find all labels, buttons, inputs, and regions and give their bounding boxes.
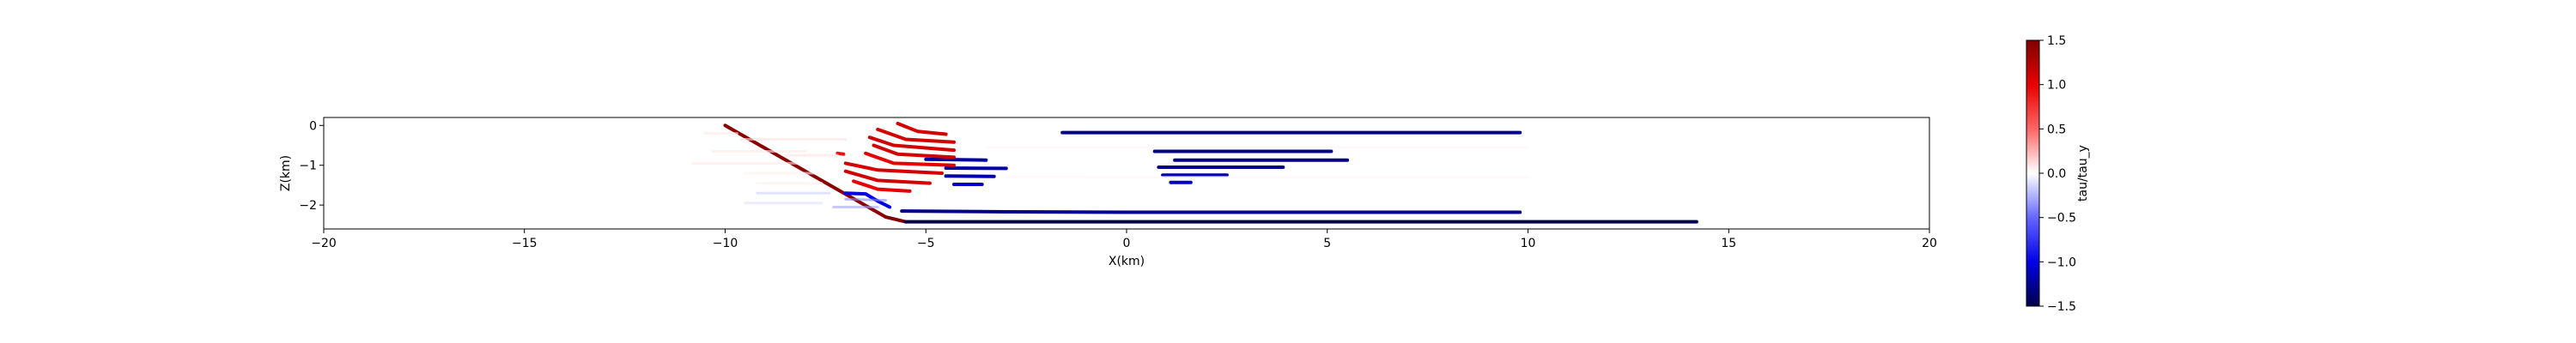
colorbar: 1.5 1.0 0.5 0.0 −0.5 −1.0 −1.5 tau/tau_y bbox=[2026, 34, 2090, 314]
x-tick-label: 5 bbox=[1323, 237, 1331, 250]
stress-trace bbox=[896, 122, 948, 136]
x-tick-label: −15 bbox=[512, 237, 538, 250]
stress-trace bbox=[900, 209, 1522, 214]
y-tick-label: −1 bbox=[299, 159, 317, 173]
plot-area: −20 −15 −10 −5 0 5 10 15 20 0 −1 −2 X(km) Z(km) bbox=[279, 117, 1937, 268]
y-axis-label: Z(km) bbox=[279, 155, 293, 191]
x-tick-label: −20 bbox=[311, 237, 337, 250]
colorbar-tick-label: 1.0 bbox=[2047, 79, 2066, 93]
stress-trace bbox=[844, 197, 887, 202]
colorbar-tick-label: −1.0 bbox=[2047, 256, 2076, 269]
colorbar-tick-label: −0.5 bbox=[2047, 212, 2076, 226]
x-tick-label: −5 bbox=[917, 237, 935, 250]
stress-trace bbox=[872, 143, 956, 159]
x-axis-label: X(km) bbox=[1109, 255, 1145, 268]
x-tick-label: 20 bbox=[1922, 237, 1937, 250]
x-tick-label: 15 bbox=[1721, 237, 1736, 250]
plot-background bbox=[324, 117, 1929, 229]
colorbar-tick-label: 0.0 bbox=[2047, 167, 2066, 181]
colorbar-gradient bbox=[2026, 39, 2040, 307]
data-series bbox=[691, 122, 1698, 224]
x-axis: −20 −15 −10 −5 0 5 10 15 20 bbox=[311, 229, 1937, 250]
colorbar-label: tau/tau_y bbox=[2076, 145, 2090, 202]
stress-trace bbox=[876, 127, 956, 144]
colorbar-ticks: 1.5 1.0 0.5 0.0 −0.5 −1.0 −1.5 bbox=[2039, 34, 2076, 314]
x-tick-label: −10 bbox=[713, 237, 738, 250]
stress-trace bbox=[843, 191, 892, 209]
stress-trace bbox=[852, 179, 912, 193]
fault-segment bbox=[884, 215, 908, 224]
x-tick-label: 0 bbox=[1123, 237, 1131, 250]
y-tick-label: 0 bbox=[309, 119, 317, 133]
stress-trace bbox=[864, 151, 956, 167]
colorbar-tick-label: −1.5 bbox=[2047, 300, 2076, 314]
stress-trace bbox=[843, 169, 932, 185]
stress-trace bbox=[835, 151, 846, 156]
colorbar-tick-label: 1.5 bbox=[2047, 34, 2066, 48]
y-axis: 0 −1 −2 bbox=[299, 119, 324, 213]
x-tick-label: 10 bbox=[1521, 237, 1536, 250]
stress-trace bbox=[843, 161, 944, 175]
colorbar-tick-label: 0.5 bbox=[2047, 123, 2066, 136]
fault-segment bbox=[723, 123, 888, 220]
stress-trace bbox=[867, 135, 956, 153]
y-tick-label: −2 bbox=[299, 199, 317, 213]
stress-trace bbox=[924, 157, 988, 162]
